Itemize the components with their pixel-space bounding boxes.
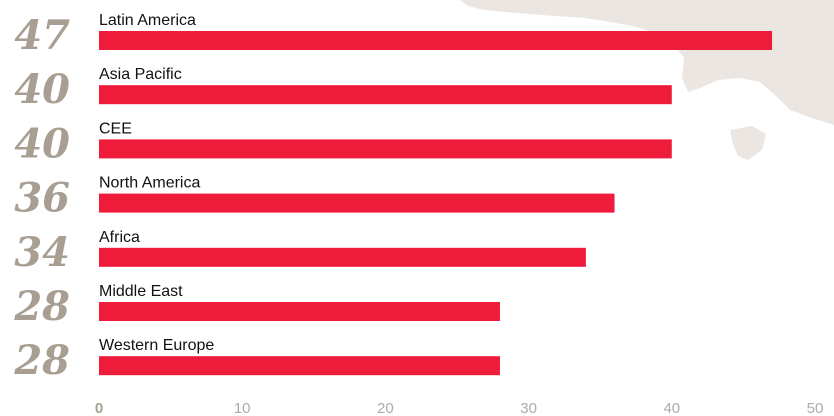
- x-tick-label: 30: [520, 400, 537, 416]
- x-tick-label: 0: [95, 400, 103, 416]
- bar-asia-pacific: [99, 85, 672, 105]
- bar-north-america: [99, 193, 615, 213]
- value-label: 36: [14, 175, 70, 222]
- category-label: North America: [99, 175, 200, 192]
- bar-western-europe: [99, 356, 500, 376]
- x-tick-label: 50: [807, 400, 824, 416]
- value-label: 34: [14, 229, 70, 276]
- category-label: Asia Pacific: [99, 66, 182, 83]
- tasmania-map-shape: [730, 126, 766, 160]
- bar-middle-east: [99, 302, 500, 321]
- category-label: Western Europe: [99, 337, 214, 354]
- category-labels: Latin America Asia Pacific CEE North Americ…: [99, 12, 214, 354]
- x-tick-label: 40: [663, 400, 680, 416]
- value-label: 40: [14, 120, 70, 167]
- category-label: Africa: [99, 229, 140, 246]
- category-label: Middle East: [99, 283, 183, 300]
- bar-africa: [99, 247, 586, 267]
- australia-map-shape: [460, 0, 834, 125]
- bars-layer: [99, 31, 773, 376]
- value-label: 28: [13, 283, 70, 330]
- category-label: Latin America: [99, 12, 196, 29]
- value-label: 28: [13, 337, 70, 384]
- bar-latin-america: [99, 31, 773, 50]
- value-labels: 47 40 40 36 34 28 28: [13, 12, 70, 384]
- category-label: CEE: [99, 120, 132, 137]
- x-tick-label: 20: [377, 400, 394, 416]
- value-label: 40: [14, 66, 70, 113]
- bar-cee: [99, 139, 672, 159]
- x-tick-label: 10: [234, 400, 251, 416]
- x-axis-tick-labels: 0 10 20 30 40 50: [95, 400, 824, 416]
- background-map: [460, 0, 834, 160]
- value-label: 47: [14, 12, 70, 59]
